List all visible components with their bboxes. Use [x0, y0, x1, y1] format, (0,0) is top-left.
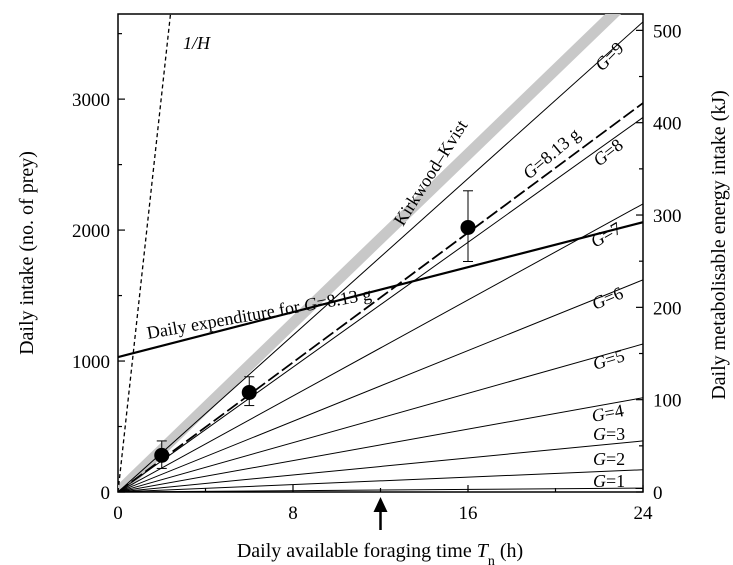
series-line-g-8 [118, 117, 643, 492]
axis-ticks [117, 29, 644, 493]
label-g9: G=9 [591, 38, 628, 75]
series-line-g-8-13-g [118, 102, 643, 492]
y-right-tick-label: 300 [653, 206, 682, 227]
series-line-g-1 [118, 487, 643, 492]
observations [154, 190, 476, 469]
x-tick-label: 8 [288, 503, 298, 524]
arrow-head [373, 497, 388, 512]
y-axis-right-title: Daily metabolisable energy intake (kJ) [708, 90, 730, 400]
x-tick-label: 0 [113, 503, 123, 524]
label-g8: G=8 [589, 135, 627, 171]
series-line-g-6 [118, 279, 643, 492]
y-left-tick-label: 0 [101, 483, 111, 504]
series-line-g-2 [118, 469, 643, 492]
y-left-tick-label: 3000 [72, 90, 110, 111]
observation-point [460, 219, 476, 235]
y-left-tick-label: 1000 [72, 352, 110, 373]
label-g3: G=3 [593, 424, 625, 444]
y-right-tick-label: 0 [653, 483, 663, 504]
series-line-g-7 [118, 203, 643, 492]
series-line-g-5 [118, 343, 643, 492]
series-line-1-h [118, 14, 172, 492]
observation-point [154, 447, 170, 463]
label-g4: G=4 [590, 400, 625, 426]
y-right-tick-label: 400 [653, 114, 682, 135]
label-g1: G=1 [593, 471, 625, 491]
series-line-g-4 [118, 397, 643, 492]
label-g7: G=7 [587, 218, 625, 251]
y-left-tick-label: 2000 [72, 221, 110, 242]
series-line-daily-expenditure-for-g-8-13-g [118, 221, 643, 359]
label-g6: G=6 [589, 283, 626, 314]
foraging-time-arrow [373, 497, 388, 530]
y-right-tick-label: 200 [653, 298, 682, 319]
label-1-over-H: 1/H [183, 33, 211, 53]
x-axis-title: Daily available foraging time Tn (h) [237, 540, 523, 565]
line-labels: 1/H Kirkwood–Kvist G=9 G=8.13 g G=8 G=7 … [145, 33, 627, 491]
series-line-kirkwood-kvist [118, 14, 622, 492]
x-tick-label: 24 [634, 503, 654, 524]
observation-point [241, 384, 257, 400]
series-lines [118, 14, 643, 492]
label-g2: G=2 [593, 449, 625, 469]
x-tick-label: 16 [459, 503, 478, 524]
series-line-g-3 [118, 440, 643, 492]
y-axis-left-title: Daily intake (no. of prey) [16, 151, 38, 355]
series-line-g-9 [118, 21, 643, 492]
y-right-tick-label: 500 [653, 21, 682, 42]
label-g5: G=5 [590, 345, 627, 374]
y-right-tick-label: 100 [653, 391, 682, 412]
